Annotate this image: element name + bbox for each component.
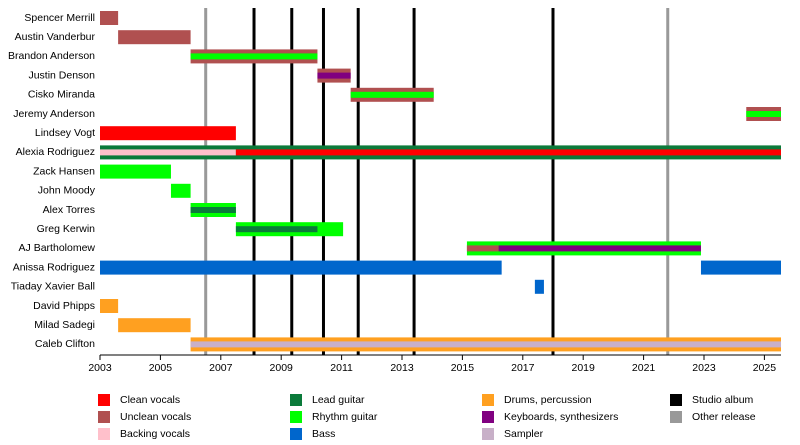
member-name: Lindsey Vogt (35, 127, 95, 139)
legend-swatch (98, 394, 110, 406)
x-tick-label: 2015 (451, 362, 475, 374)
legend-swatch (482, 428, 494, 440)
legend-label: Backing vocals (120, 428, 190, 440)
period-bar (100, 260, 502, 275)
legend-label: Unclean vocals (120, 411, 191, 423)
role-stripe (466, 245, 499, 252)
role-stripe (190, 207, 236, 213)
legend-swatch (482, 394, 494, 406)
x-tick-label: 2021 (632, 362, 656, 374)
role-stripe (235, 226, 318, 233)
legend-label: Other release (692, 411, 756, 423)
member-name: Milad Sadegi (34, 319, 95, 331)
period-bar (700, 260, 781, 275)
member-name: Jeremy Anderson (13, 108, 95, 120)
member-name: Anissa Rodriguez (13, 261, 95, 273)
period-bar (534, 279, 544, 294)
x-tick-label: 2003 (88, 362, 112, 374)
member-name: AJ Bartholomew (19, 242, 96, 254)
x-tick-label: 2005 (149, 362, 173, 374)
role-stripe (350, 91, 434, 98)
period-bar (100, 11, 119, 25)
x-tick-label: 2023 (692, 362, 716, 374)
member-name: Caleb Clifton (35, 338, 95, 350)
period-bar (118, 30, 191, 45)
legend-swatch (290, 394, 302, 406)
member-name: Alex Torres (43, 204, 95, 216)
role-stripe (190, 341, 782, 348)
period-bar (100, 299, 119, 313)
x-tick-label: 2009 (270, 362, 294, 374)
member-name: Greg Kerwin (37, 223, 96, 235)
role-stripe (317, 72, 351, 79)
period-bar (100, 164, 171, 179)
legend-label: Drums, percussion (504, 394, 592, 406)
member-name: Spencer Merrill (24, 12, 95, 24)
x-tick-label: 2019 (572, 362, 596, 374)
x-tick-label: 2017 (511, 362, 535, 374)
role-stripe (190, 53, 318, 60)
legend-swatch (670, 394, 682, 406)
legend-label: Clean vocals (120, 394, 180, 406)
member-name: Austin Vanderbur (15, 31, 96, 43)
legend-swatch (290, 411, 302, 423)
legend-label: Rhythm guitar (312, 411, 378, 423)
member-name: David Phipps (33, 300, 95, 312)
role-stripe (235, 149, 781, 156)
member-name: Brandon Anderson (8, 50, 95, 62)
member-name: Zack Hansen (33, 165, 95, 177)
legend-label: Lead guitar (312, 394, 365, 406)
x-tick-label: 2025 (753, 362, 777, 374)
x-tick-label: 2013 (390, 362, 414, 374)
legend-swatch (98, 411, 110, 423)
x-tick-label: 2007 (209, 362, 233, 374)
legend-swatch (98, 428, 110, 440)
legend-swatch (670, 411, 682, 423)
legend-swatch (290, 428, 302, 440)
member-name: Justin Denson (28, 69, 95, 81)
member-name: John Moody (38, 185, 96, 197)
legend-swatch (482, 411, 494, 423)
legend-label: Studio album (692, 394, 754, 406)
member-name: Cisko Miranda (28, 89, 95, 101)
period-bar (100, 126, 236, 141)
legend-label: Keyboards, synthesizers (504, 411, 618, 423)
period-bar (170, 183, 191, 198)
role-stripe (746, 111, 781, 117)
x-tick-label: 2011 (330, 362, 353, 374)
role-stripe (100, 149, 236, 156)
member-name: Tiaday Xavier Ball (11, 281, 95, 293)
period-bar (118, 318, 191, 333)
legend-label: Bass (312, 428, 335, 440)
role-stripe (498, 245, 701, 252)
legend-label: Sampler (504, 428, 544, 440)
member-name: Alexia Rodriguez (16, 146, 95, 158)
